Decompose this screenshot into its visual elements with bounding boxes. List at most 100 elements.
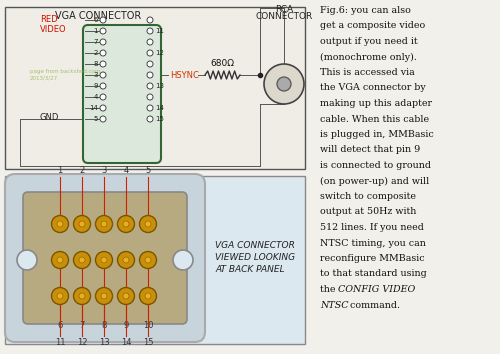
Circle shape — [140, 216, 156, 233]
Circle shape — [17, 250, 37, 270]
Circle shape — [74, 251, 90, 268]
Circle shape — [100, 28, 106, 34]
Circle shape — [277, 77, 291, 91]
Text: CONFIG VIDEO: CONFIG VIDEO — [338, 285, 415, 294]
Circle shape — [96, 287, 112, 304]
Circle shape — [57, 293, 63, 299]
Circle shape — [101, 293, 107, 299]
Text: CONNECTOR: CONNECTOR — [256, 12, 312, 21]
Text: 5: 5 — [94, 116, 98, 122]
FancyBboxPatch shape — [5, 7, 305, 169]
Text: is connected to ground: is connected to ground — [320, 161, 431, 170]
Text: will detect that pin 9: will detect that pin 9 — [320, 145, 420, 154]
Text: reconfigure MMBasic: reconfigure MMBasic — [320, 254, 424, 263]
Circle shape — [147, 94, 153, 100]
Circle shape — [147, 39, 153, 45]
Text: 9: 9 — [124, 321, 128, 330]
FancyBboxPatch shape — [5, 176, 305, 344]
Circle shape — [147, 83, 153, 89]
Text: page from backshed.com: page from backshed.com — [30, 69, 100, 74]
Circle shape — [79, 293, 85, 299]
Text: 4: 4 — [124, 166, 128, 175]
Text: VIEWED LOOKING: VIEWED LOOKING — [215, 253, 295, 263]
Text: VGA CONNECTOR: VGA CONNECTOR — [215, 241, 295, 251]
FancyBboxPatch shape — [83, 25, 161, 163]
Text: 8: 8 — [94, 61, 98, 67]
Text: 10: 10 — [143, 321, 153, 330]
Text: Fig.6: you can also: Fig.6: you can also — [320, 6, 411, 15]
Text: 14: 14 — [155, 105, 164, 111]
Text: 8: 8 — [102, 321, 106, 330]
Text: to that standard using: to that standard using — [320, 269, 427, 279]
FancyBboxPatch shape — [23, 192, 187, 324]
Circle shape — [123, 293, 129, 299]
Circle shape — [100, 94, 106, 100]
Circle shape — [100, 17, 106, 23]
Text: NTSC: NTSC — [320, 301, 348, 309]
Circle shape — [147, 116, 153, 122]
Text: 3: 3 — [102, 166, 106, 175]
Circle shape — [96, 251, 112, 268]
Text: NTSC timing, you can: NTSC timing, you can — [320, 239, 426, 247]
Text: 13: 13 — [98, 338, 110, 347]
Text: 680Ω: 680Ω — [210, 59, 234, 68]
Circle shape — [100, 50, 106, 56]
Circle shape — [123, 257, 129, 263]
Text: switch to composite: switch to composite — [320, 192, 416, 201]
Circle shape — [118, 251, 134, 268]
Text: 12: 12 — [77, 338, 88, 347]
Text: 3: 3 — [94, 72, 98, 78]
Circle shape — [147, 50, 153, 56]
Circle shape — [100, 116, 106, 122]
Text: 512 lines. If you need: 512 lines. If you need — [320, 223, 424, 232]
Text: RCA: RCA — [275, 5, 293, 14]
Text: GND: GND — [40, 114, 60, 122]
Circle shape — [52, 251, 68, 268]
Text: 1: 1 — [94, 28, 98, 34]
Text: 9: 9 — [94, 83, 98, 89]
Text: 14: 14 — [121, 338, 131, 347]
Text: RED: RED — [40, 15, 58, 23]
Circle shape — [147, 28, 153, 34]
Circle shape — [145, 221, 151, 227]
Text: 15: 15 — [143, 338, 153, 347]
Text: This is accessed via: This is accessed via — [320, 68, 415, 77]
Circle shape — [173, 250, 193, 270]
Text: HSYNC: HSYNC — [170, 70, 199, 80]
Text: VGA CONNECTOR: VGA CONNECTOR — [55, 11, 142, 21]
Circle shape — [74, 287, 90, 304]
Circle shape — [145, 293, 151, 299]
Text: 2: 2 — [94, 50, 98, 56]
Text: AT BACK PANEL: AT BACK PANEL — [215, 266, 284, 274]
Circle shape — [79, 221, 85, 227]
Text: command.: command. — [347, 301, 400, 309]
Circle shape — [52, 287, 68, 304]
Text: the VGA connector by: the VGA connector by — [320, 84, 426, 92]
Text: 7: 7 — [94, 39, 98, 45]
Text: 7: 7 — [80, 321, 84, 330]
Circle shape — [147, 72, 153, 78]
Text: 6: 6 — [58, 321, 62, 330]
Circle shape — [147, 105, 153, 111]
Text: output if you need it: output if you need it — [320, 37, 418, 46]
Circle shape — [74, 216, 90, 233]
Circle shape — [79, 257, 85, 263]
Text: 6: 6 — [94, 17, 98, 23]
Circle shape — [264, 64, 304, 104]
Text: 5: 5 — [146, 166, 150, 175]
Text: 13: 13 — [155, 83, 164, 89]
Circle shape — [100, 61, 106, 67]
Circle shape — [145, 257, 151, 263]
Circle shape — [100, 105, 106, 111]
Text: 2: 2 — [80, 166, 84, 175]
Circle shape — [140, 287, 156, 304]
Circle shape — [100, 39, 106, 45]
Circle shape — [147, 61, 153, 67]
Text: 11: 11 — [155, 28, 164, 34]
Circle shape — [57, 257, 63, 263]
Circle shape — [96, 216, 112, 233]
Circle shape — [118, 287, 134, 304]
Circle shape — [101, 221, 107, 227]
Circle shape — [123, 221, 129, 227]
FancyBboxPatch shape — [5, 174, 205, 342]
